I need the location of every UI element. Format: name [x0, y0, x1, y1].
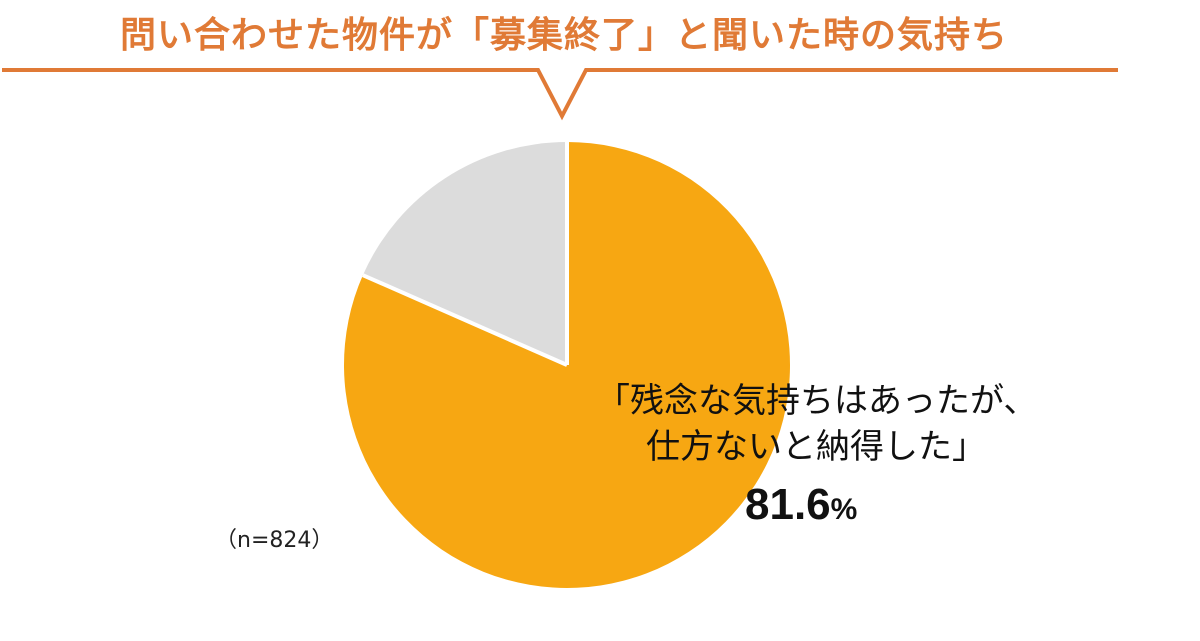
main-slice-percentage: 81.6% — [745, 480, 857, 530]
main-slice-value: 81.6 — [745, 480, 831, 529]
main-slice-label-line2: 仕方ないと納得した」 — [646, 427, 986, 467]
title-underline-callout — [2, 68, 1118, 121]
pie-slice-2 — [362, 142, 567, 365]
slice-separator-2 — [362, 273, 568, 367]
main-slice-unit: % — [830, 493, 858, 526]
chart-title: 問い合わせた物件が「募集終了」と聞いた時の気持ち — [120, 15, 1009, 56]
main-slice-label: 「残念な気持ちはあったが、 仕方ないと納得した」 — [596, 378, 1056, 470]
main-slice-label-line1: 「残念な気持ちはあったが、 — [596, 381, 1038, 421]
sample-size-note: （n=824） — [215, 528, 334, 553]
